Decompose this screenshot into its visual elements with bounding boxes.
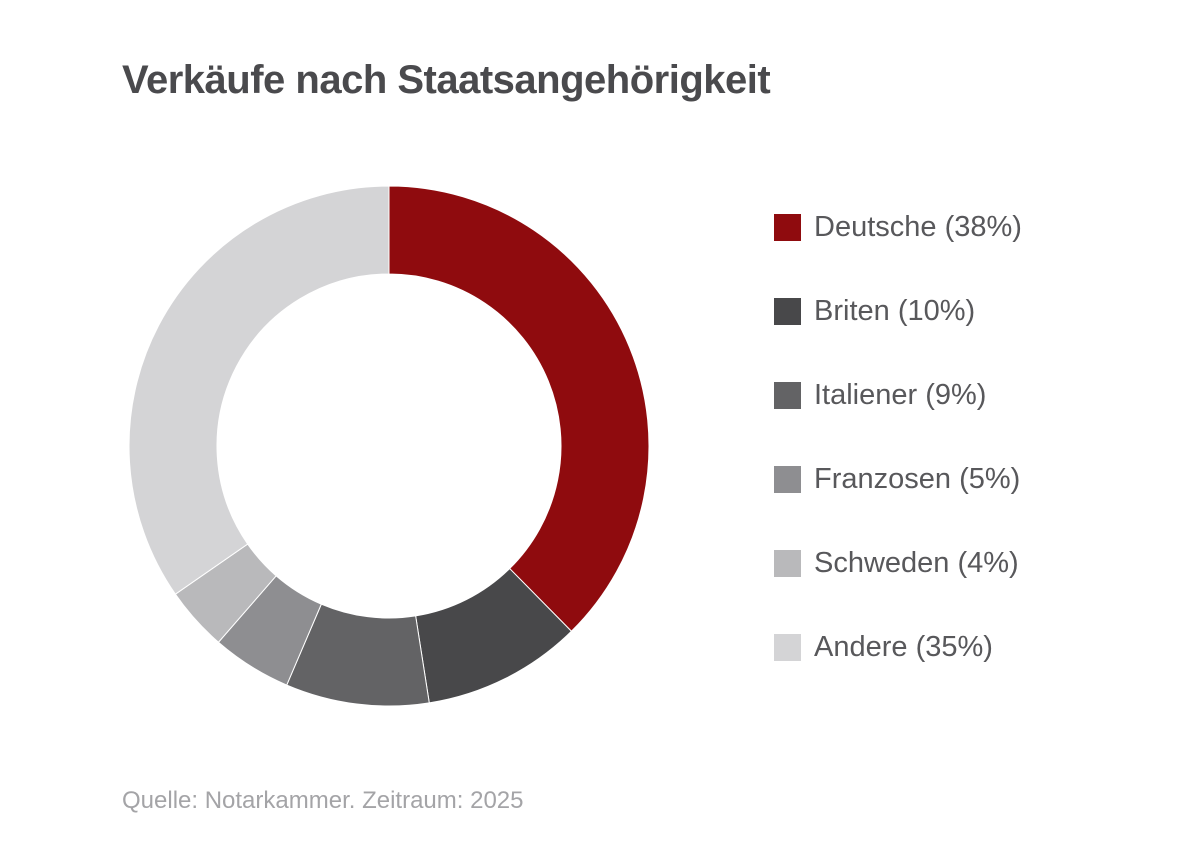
legend-label-italiener: Italiener (9%) [814,378,987,411]
legend-label-briten: Briten (10%) [814,294,976,327]
donut-segment-andere [128,185,390,595]
legend-swatch-schweden [774,549,801,577]
chart-title: Verkäufe nach Staatsangehörigkeit [122,58,771,102]
legend-swatch-andere [774,633,801,661]
legend-item-schweden: Schweden (4%) [774,541,1022,585]
source-note: Quelle: Notarkammer. Zeitraum: 2025 [122,787,524,814]
legend-item-deutsche: Deutsche (38%) [774,205,1022,249]
legend-label-andere: Andere (35%) [814,630,993,663]
legend-swatch-italiener [774,381,801,409]
legend-swatch-briten [774,297,801,325]
legend-label-deutsche: Deutsche (38%) [814,210,1022,243]
legend-item-andere: Andere (35%) [774,625,1022,669]
legend-swatch-franzosen [774,465,801,493]
legend-item-franzosen: Franzosen (5%) [774,457,1022,501]
legend-item-italiener: Italiener (9%) [774,373,1022,417]
legend-label-franzosen: Franzosen (5%) [814,462,1021,495]
legend: Deutsche (38%) Briten (10%) Italiener (9… [774,205,1022,709]
legend-label-schweden: Schweden (4%) [814,546,1019,579]
donut-segment-deutsche [388,185,650,632]
legend-item-briten: Briten (10%) [774,289,1022,333]
legend-swatch-deutsche [774,213,801,241]
